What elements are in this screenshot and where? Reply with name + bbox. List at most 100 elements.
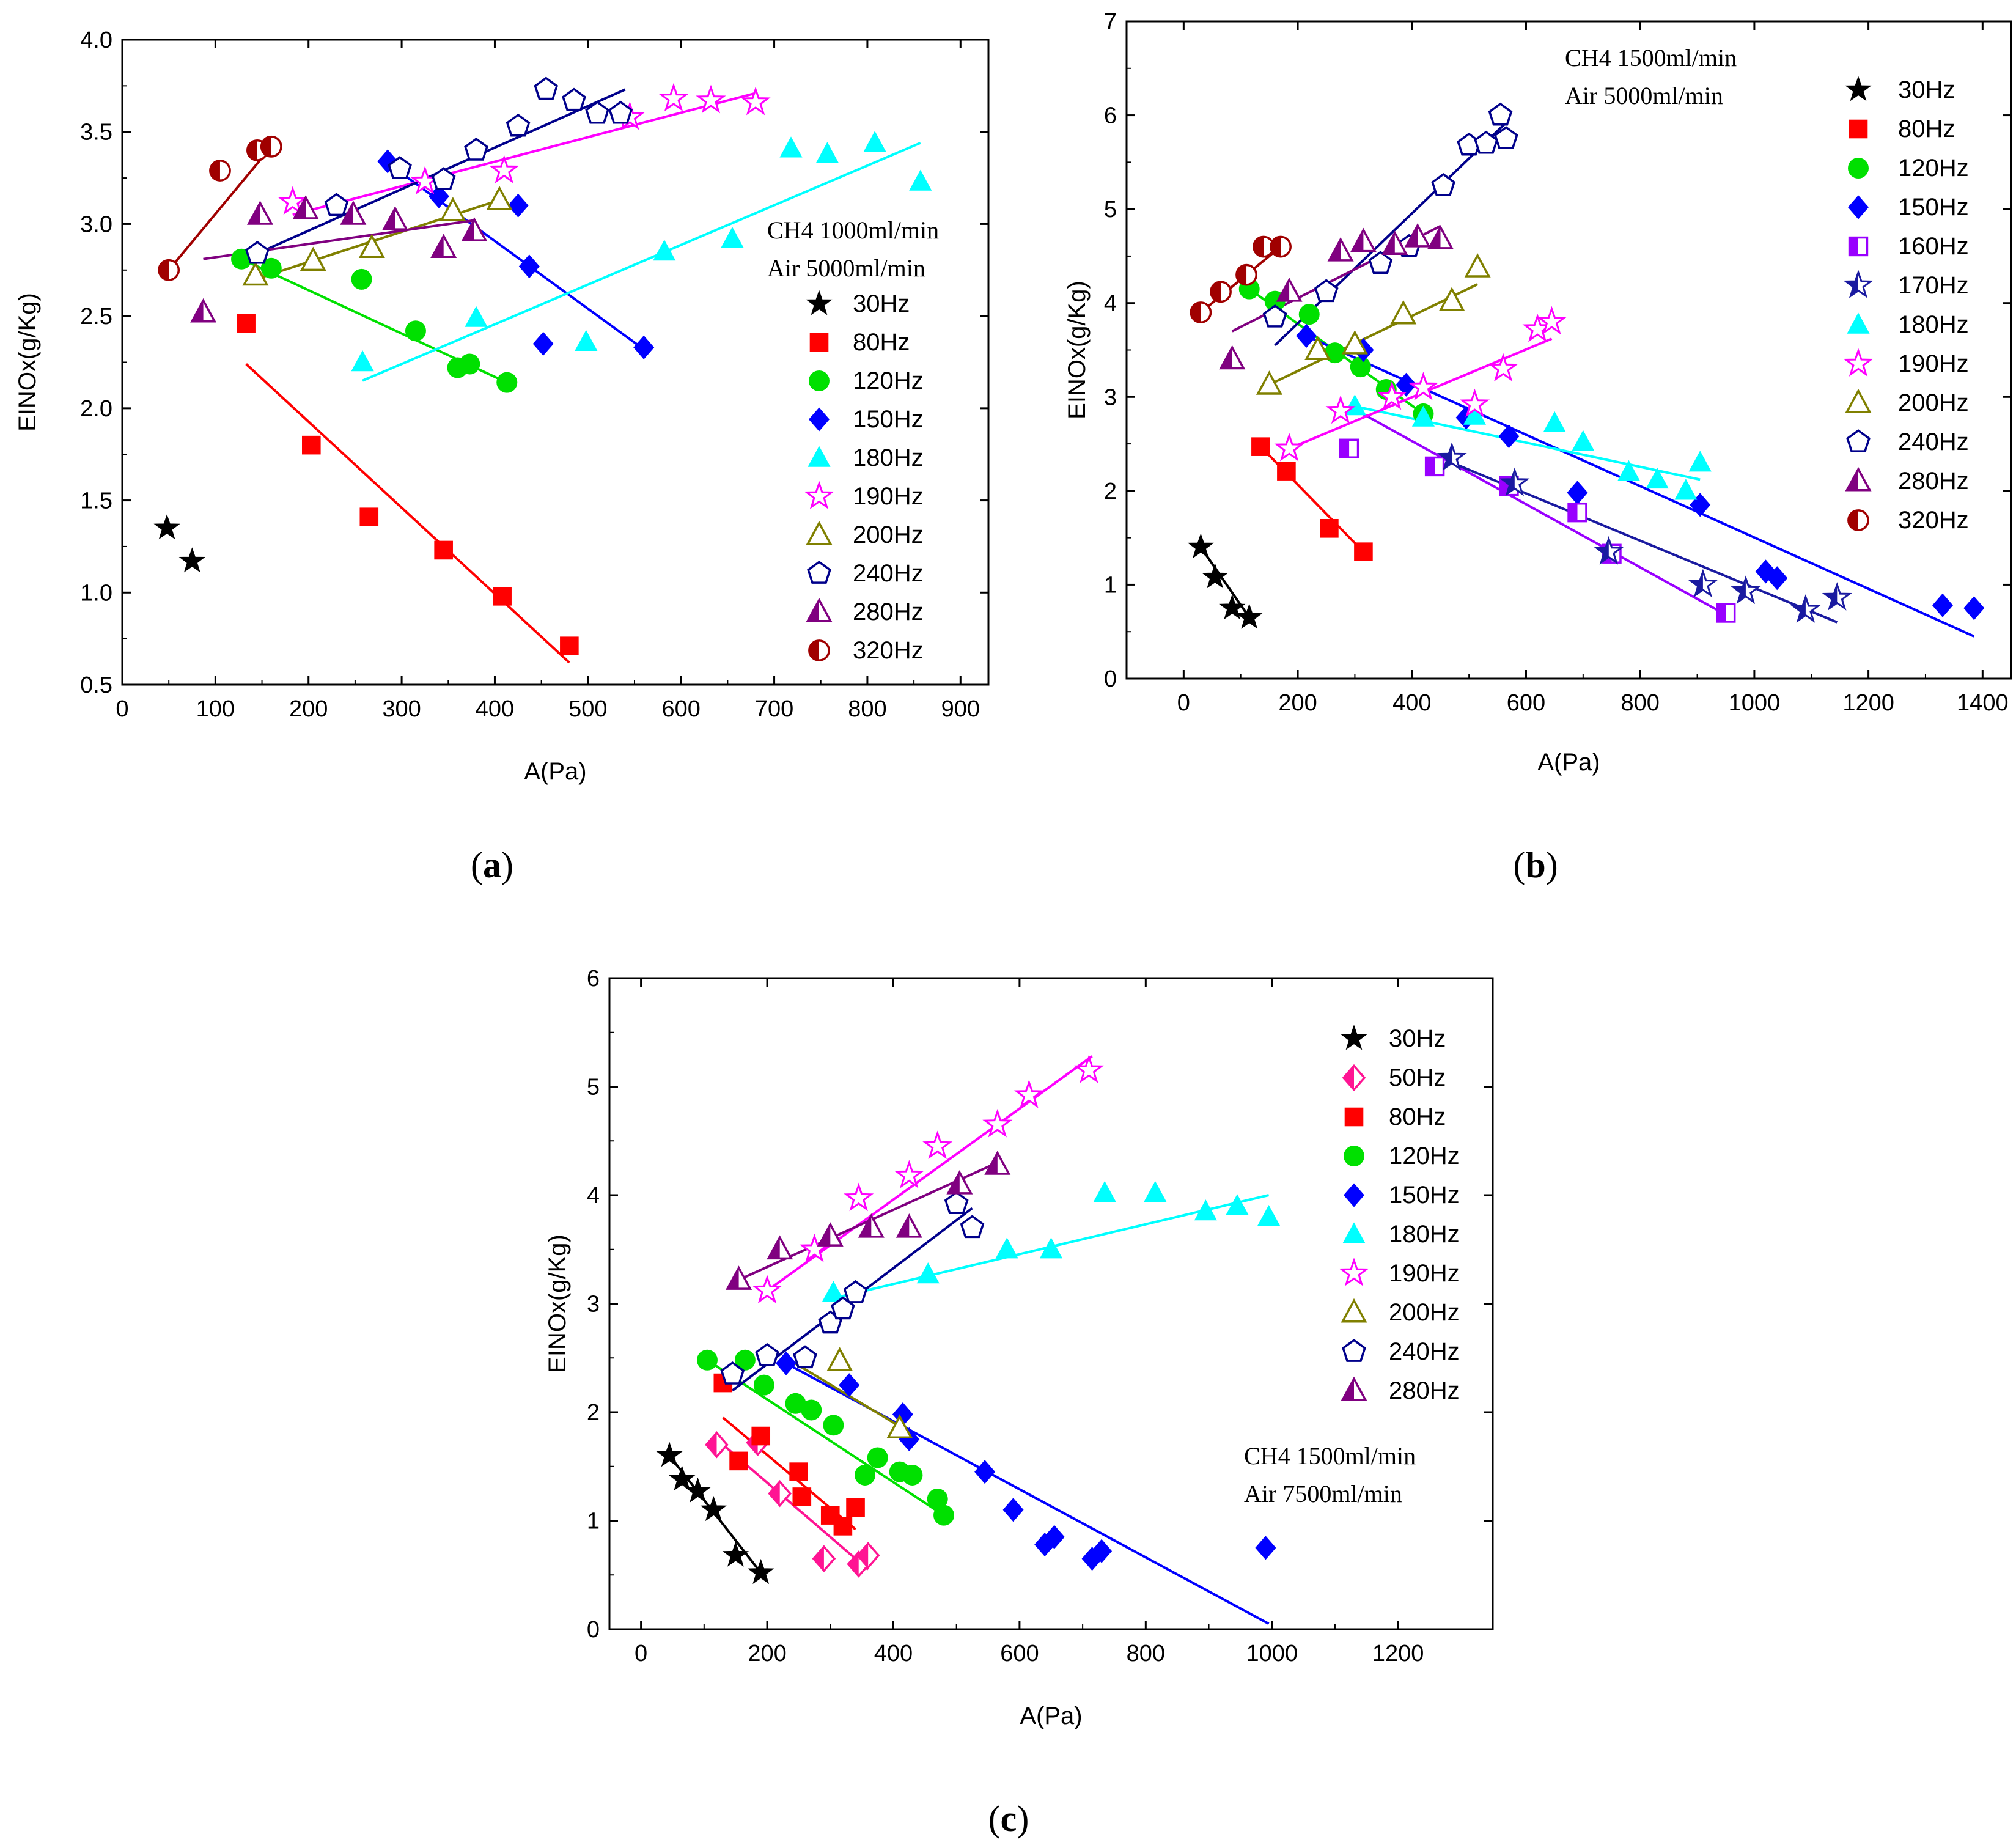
data-point-150Hz [1690, 493, 1711, 517]
data-point-170Hz [1688, 569, 1718, 598]
data-point-190Hz [922, 1130, 953, 1160]
legend-marker-280Hz [1341, 1376, 1367, 1401]
legend-label-280Hz: 280Hz [1389, 1377, 1460, 1404]
data-point-80Hz [789, 1462, 808, 1481]
y-axis-title: EINOx(g/Kg) [544, 1234, 571, 1373]
data-point-190Hz [844, 1182, 874, 1212]
legend-label-180Hz: 180Hz [1898, 311, 1969, 338]
legend-marker-180Hz [1342, 1222, 1366, 1243]
panel-label: (b) [1513, 845, 1558, 885]
data-point-160Hz [1339, 438, 1359, 458]
legend-label-150Hz: 150Hz [1898, 194, 1969, 221]
x-tick-label: 600 [661, 696, 700, 722]
y-tick-label: 2.0 [80, 396, 112, 422]
legend-marker-150Hz [1848, 195, 1869, 219]
legend-marker-280Hz [1845, 466, 1872, 492]
data-point-180Hz [916, 1262, 940, 1284]
data-point-120Hz [1324, 342, 1345, 364]
legend-marker-30Hz [806, 290, 833, 315]
legend-marker-320Hz [808, 639, 830, 661]
legend-label-180Hz: 180Hz [853, 444, 924, 471]
data-point-170Hz [1437, 442, 1467, 471]
data-point-180Hz [653, 240, 676, 261]
plot-area [153, 76, 932, 664]
x-tick-label: 1200 [1842, 690, 1894, 716]
data-point-50Hz [812, 1545, 836, 1572]
data-point-190Hz [696, 84, 726, 114]
data-point-320Hz [1235, 263, 1257, 286]
data-point-30Hz [1236, 603, 1263, 629]
data-point-240Hz [944, 1191, 969, 1215]
data-point-80Hz [729, 1451, 748, 1471]
data-point-150Hz [1043, 1525, 1065, 1549]
data-point-120Hz [753, 1374, 774, 1396]
data-point-150Hz [1296, 323, 1317, 348]
data-point-180Hz [1463, 403, 1486, 425]
data-point-180Hz [1674, 479, 1698, 500]
fit-line-180Hz [1355, 405, 1701, 481]
x-tick-label: 1000 [1729, 690, 1781, 716]
legend-label-240Hz: 240Hz [1389, 1338, 1460, 1365]
legend-label-320Hz: 320Hz [853, 637, 924, 664]
data-point-280Hz [858, 1213, 885, 1238]
data-point-150Hz [1034, 1533, 1056, 1557]
data-point-320Hz [158, 259, 180, 281]
data-point-30Hz [1187, 533, 1215, 559]
data-point-190Hz [982, 1108, 1013, 1138]
data-point-280Hz [767, 1235, 793, 1260]
legend-marker-320Hz [1847, 509, 1869, 531]
data-point-280Hz [430, 234, 457, 259]
x-tick-label: 500 [568, 696, 607, 722]
data-point-190Hz [1459, 388, 1490, 418]
data-point-120Hz [867, 1447, 888, 1468]
legend-marker-240Hz [1846, 429, 1871, 452]
y-tick-label: 1.0 [80, 580, 112, 606]
data-point-240Hz [843, 1280, 868, 1303]
fit-line-160Hz [1348, 405, 1727, 616]
data-point-30Hz [700, 1495, 727, 1522]
data-point-240Hz [793, 1345, 817, 1369]
data-point-180Hz [721, 227, 744, 248]
legend-label-240Hz: 240Hz [853, 560, 924, 587]
data-point-280Hz [946, 1170, 973, 1195]
x-tick-label: 100 [196, 696, 235, 722]
data-point-150Hz [633, 335, 655, 359]
data-point-150Hz [1255, 1536, 1276, 1560]
legend: 30Hz 80Hz 120Hz 150Hz 180Hz 190Hz 200Hz 240Hz 28… [804, 290, 924, 664]
fit-line-80Hz [245, 363, 570, 664]
x-tick-label: 800 [1127, 1641, 1165, 1666]
legend-marker-180Hz [1847, 312, 1870, 334]
data-point-240Hz [534, 76, 559, 100]
data-point-50Hz [768, 1479, 792, 1508]
fit-line-180Hz [362, 141, 921, 382]
data-point-150Hz [1002, 1498, 1024, 1522]
condition-annotation: Air 5000ml/min [767, 254, 925, 282]
data-point-120Hz [823, 1415, 844, 1436]
x-tick-label: 900 [941, 696, 980, 722]
data-point-280Hz [292, 195, 319, 219]
data-point-240Hz [1314, 279, 1339, 303]
data-point-200Hz [1341, 330, 1368, 355]
data-point-170Hz [1731, 575, 1761, 605]
data-point-190Hz [278, 186, 308, 215]
data-point-240Hz [608, 100, 633, 124]
legend-marker-80Hz [1344, 1107, 1364, 1127]
data-point-80Hz [560, 636, 579, 655]
x-axis-title: A(Pa) [1020, 1703, 1082, 1729]
legend-label-200Hz: 200Hz [853, 521, 924, 548]
data-point-120Hz [351, 268, 372, 290]
data-point-180Hz [1646, 467, 1669, 489]
data-point-80Hz [1354, 542, 1373, 561]
data-point-200Hz [440, 197, 466, 221]
legend-marker-180Hz [808, 446, 831, 467]
data-point-120Hz [855, 1464, 876, 1486]
data-point-80Hz [1277, 462, 1296, 481]
fit-line-200Hz [1268, 283, 1479, 386]
data-point-150Hz [1932, 593, 1953, 617]
condition-annotation: Air 5000ml/min [1565, 82, 1723, 109]
data-point-120Hz [1298, 304, 1320, 325]
fit-line-190Hz [292, 92, 756, 216]
data-point-160Hz [1424, 456, 1445, 477]
data-point-240Hz [1488, 102, 1513, 126]
fit-line-150Hz [387, 162, 645, 351]
